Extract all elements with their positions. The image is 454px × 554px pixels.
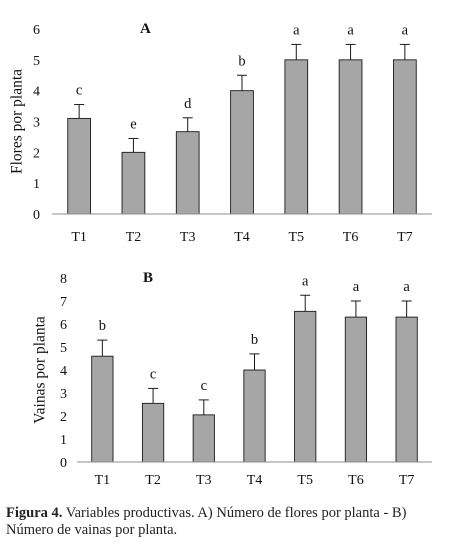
chart-b-y-tick-4: 4 <box>60 364 67 379</box>
chart-b-letter-t1: b <box>99 318 106 334</box>
chart-b-letter-t7: a <box>403 279 410 295</box>
chart-a-bar-t2 <box>121 151 146 215</box>
chart-a-y-axis-label: Flores por planta <box>9 69 26 174</box>
caption-text: Variables productivas. A) Número de flor… <box>6 505 407 538</box>
chart-b-y-tick-3: 3 <box>60 387 67 402</box>
chart-a-y-tick-6: 6 <box>33 23 40 38</box>
chart-b-letter-t2: c <box>150 366 156 382</box>
chart-b-letter-t4: b <box>251 332 258 348</box>
chart-a-letter-t7: a <box>402 22 409 38</box>
chart-a-bar-t7 <box>393 59 417 215</box>
chart-b-bar-t6 <box>344 316 368 463</box>
chart-a-y-tick-1: 1 <box>33 177 40 192</box>
chart-a-bar-t4 <box>230 90 254 215</box>
chart-a-x-tick-t5: T5 <box>289 230 305 245</box>
chart-a-x-tick-t7: T7 <box>397 230 413 245</box>
chart-b-x-tick-t6: T6 <box>348 473 364 488</box>
chart-b-y-tick-5: 5 <box>60 341 67 356</box>
figure-canvas: A Flores por planta 0 1 2 3 4 5 6 c T1 e T2 d T3 b T4 a T5… <box>9 21 432 488</box>
chart-b-letter-t6: a <box>353 279 360 295</box>
chart-a-letter-t5: a <box>293 22 300 38</box>
chart-b-y-tick-1: 1 <box>60 433 67 448</box>
chart-a-x-tick-t4: T4 <box>234 230 250 245</box>
chart-b-y-tick-0: 0 <box>60 456 67 471</box>
chart-b-bar-t1 <box>91 355 114 463</box>
chart-b-bar-t4 <box>243 369 266 463</box>
chart-b-y-tick-8: 8 <box>60 272 67 287</box>
chart-a-bar-t6 <box>338 59 363 215</box>
chart-b-bar-t3 <box>192 414 215 463</box>
chart-a-x-tick-t2: T2 <box>126 230 142 245</box>
chart-a-bar-t1 <box>67 117 91 215</box>
chart-a-letter-t2: e <box>130 116 136 132</box>
chart-a-bar-t5 <box>284 59 309 215</box>
caption-label: Figura 4. <box>6 505 63 521</box>
chart-b-x-tick-t1: T1 <box>95 473 111 488</box>
chart-a-y-tick-4: 4 <box>33 85 40 100</box>
figure-caption: Figura 4. Variables productivas. A) Núme… <box>6 505 450 539</box>
chart-b-x-tick-t4: T4 <box>247 473 263 488</box>
chart-a-y-tick-2: 2 <box>33 146 40 161</box>
chart-b-letter-t5: a <box>302 273 309 289</box>
chart-b-bar-t7 <box>395 316 418 463</box>
chart-b-y-axis-label: Vainas por planta <box>32 316 49 424</box>
chart-a-x-tick-t3: T3 <box>180 230 196 245</box>
chart-b-bar-t5 <box>294 310 317 463</box>
chart-b-y-tick-6: 6 <box>60 318 67 333</box>
chart-a-bar-t3 <box>175 131 200 215</box>
chart-b-letter-t3: c <box>201 378 207 394</box>
chart-b-x-tick-t3: T3 <box>196 473 212 488</box>
chart-a-x-tick-t1: T1 <box>71 230 87 245</box>
chart-b-x-tick-t5: T5 <box>297 473 313 488</box>
chart-a-letter-t3: d <box>184 96 192 112</box>
chart-a-y-tick-5: 5 <box>33 54 40 69</box>
chart-a-letter-t4: b <box>238 53 245 69</box>
chart-a-title: A <box>140 21 151 37</box>
chart-b-bar-t2 <box>141 402 165 463</box>
chart-a-x-tick-t6: T6 <box>343 230 359 245</box>
chart-a-letter-t6: a <box>347 22 354 38</box>
chart-b-title: B <box>143 270 153 286</box>
chart-b-x-tick-t7: T7 <box>399 473 415 488</box>
chart-b-y-tick-2: 2 <box>60 410 67 425</box>
chart-b-y-tick-7: 7 <box>60 295 67 310</box>
chart-a-y-tick-3: 3 <box>33 116 40 131</box>
chart-b-x-tick-t2: T2 <box>145 473 161 488</box>
chart-a-y-tick-0: 0 <box>33 208 40 223</box>
chart-a-letter-t1: c <box>76 83 82 99</box>
